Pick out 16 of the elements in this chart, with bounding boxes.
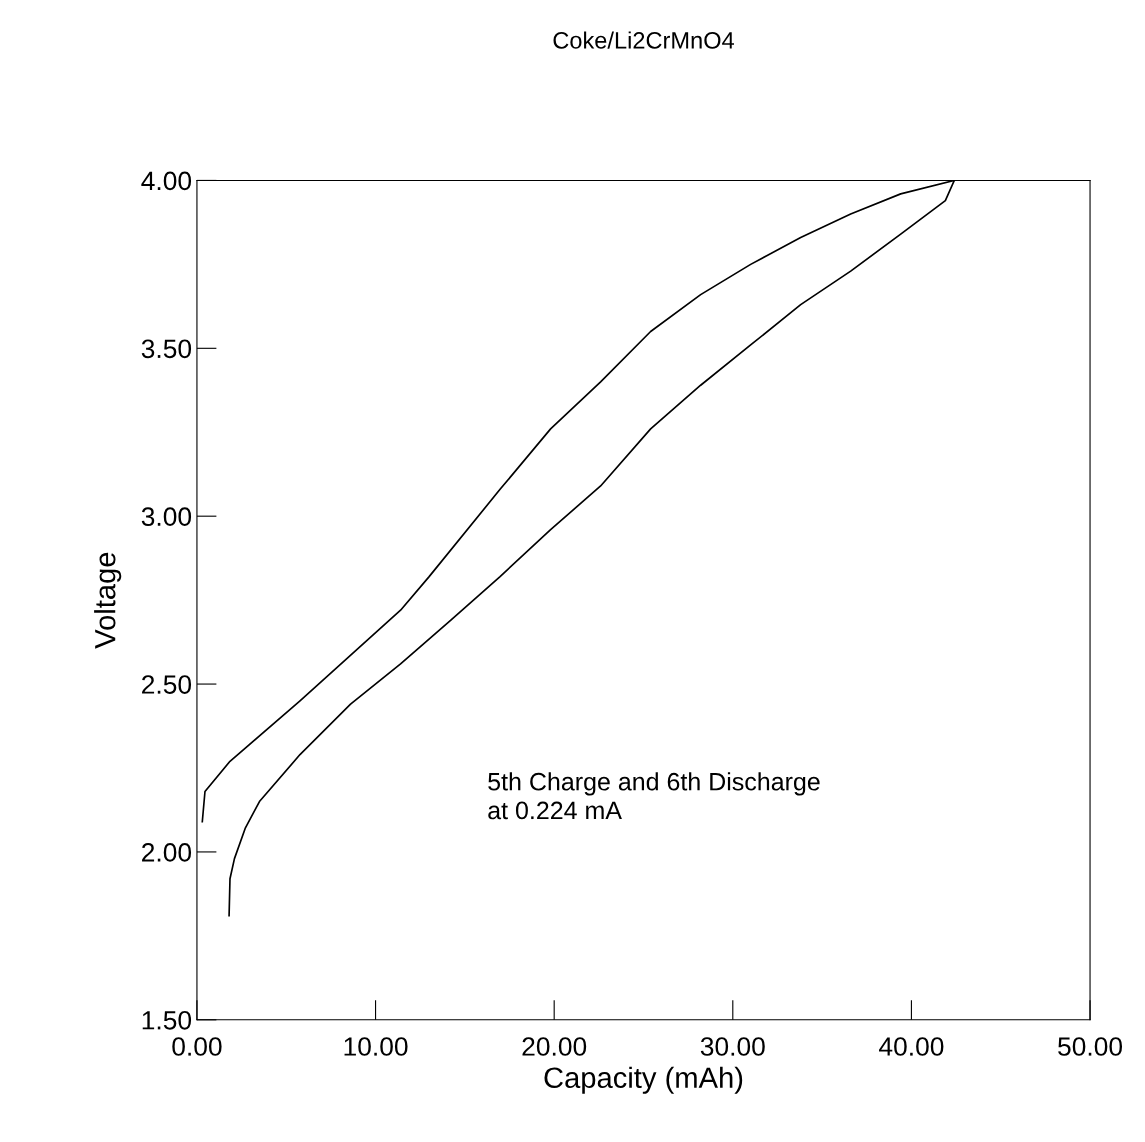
x-tick-label: 20.00 xyxy=(522,1037,587,1056)
chart-title: Coke/Li2CrMnO4 xyxy=(553,31,734,49)
y-tick-label: 3.50 xyxy=(141,339,192,359)
y-axis-title: Voltage xyxy=(94,552,122,649)
x-axis-title: Capacity (mAh) xyxy=(544,1066,743,1094)
x-tick-label: 40.00 xyxy=(879,1037,944,1056)
x-tick-label: 50.00 xyxy=(1058,1037,1123,1056)
annotation: 5th Charge and 6th Discharge at 0.224 mA xyxy=(488,772,820,820)
y-tick-label: 2.50 xyxy=(142,675,192,694)
x-tick-label: 10.00 xyxy=(344,1037,408,1056)
x-tick-label: 30.00 xyxy=(700,1037,765,1056)
y-tick-label: 2.00 xyxy=(142,843,192,862)
y-tick-label: 3.00 xyxy=(141,507,192,527)
y-tick-label: 4.00 xyxy=(141,171,192,191)
x-tick-label: 0.00 xyxy=(172,1037,222,1056)
y-tick-label: 1.50 xyxy=(142,1010,192,1030)
